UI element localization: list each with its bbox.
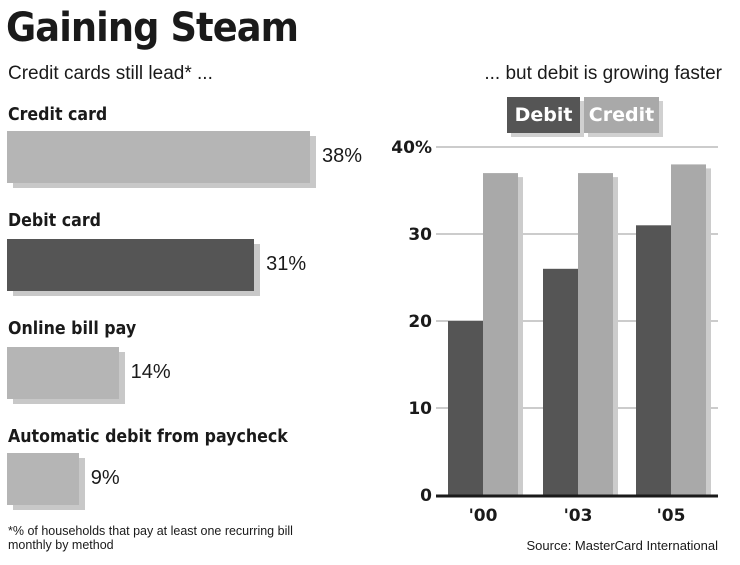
bar-label: Credit card bbox=[8, 104, 108, 125]
x-tick-label: '03 bbox=[564, 506, 593, 526]
bar-debit bbox=[636, 225, 671, 496]
bar-debit bbox=[448, 321, 483, 495]
bar-credit bbox=[483, 173, 518, 495]
bar-label: Debit card bbox=[8, 210, 101, 231]
bar-credit bbox=[578, 173, 613, 495]
bar-credit bbox=[671, 164, 706, 495]
bar-value-label: 9% bbox=[90, 467, 120, 489]
bar-label: Online bill pay bbox=[8, 318, 137, 339]
y-tick-label: 30 bbox=[408, 225, 432, 245]
y-tick-label: 10 bbox=[408, 399, 432, 419]
x-tick-label: '05 bbox=[657, 506, 686, 526]
bar-value-label: 38% bbox=[322, 145, 363, 167]
bar bbox=[7, 453, 79, 505]
x-tick-label: '00 bbox=[469, 506, 498, 526]
bar bbox=[7, 239, 255, 291]
y-tick-label: 20 bbox=[408, 312, 432, 332]
legend-debit: Debit bbox=[507, 97, 580, 133]
bar bbox=[7, 347, 119, 399]
left-subtitle: Credit cards still lead* ... bbox=[8, 63, 213, 84]
source-note: Source: MasterCard International bbox=[526, 538, 718, 553]
right-subtitle: ... but debit is growing faster bbox=[484, 63, 722, 84]
chart-title: Gaining Steam bbox=[6, 5, 299, 51]
legend-credit: Credit bbox=[584, 97, 659, 133]
y-tick-label: 0 bbox=[420, 486, 432, 506]
bar-value-label: 14% bbox=[130, 361, 171, 383]
footnote: *% of households that pay at least one r… bbox=[8, 524, 293, 552]
bar-label: Automatic debit from paycheck bbox=[8, 426, 288, 447]
bar-value-label: 31% bbox=[266, 253, 307, 275]
bar bbox=[7, 131, 310, 183]
bar-debit bbox=[543, 268, 578, 495]
y-tick-label: 40% bbox=[391, 138, 432, 158]
